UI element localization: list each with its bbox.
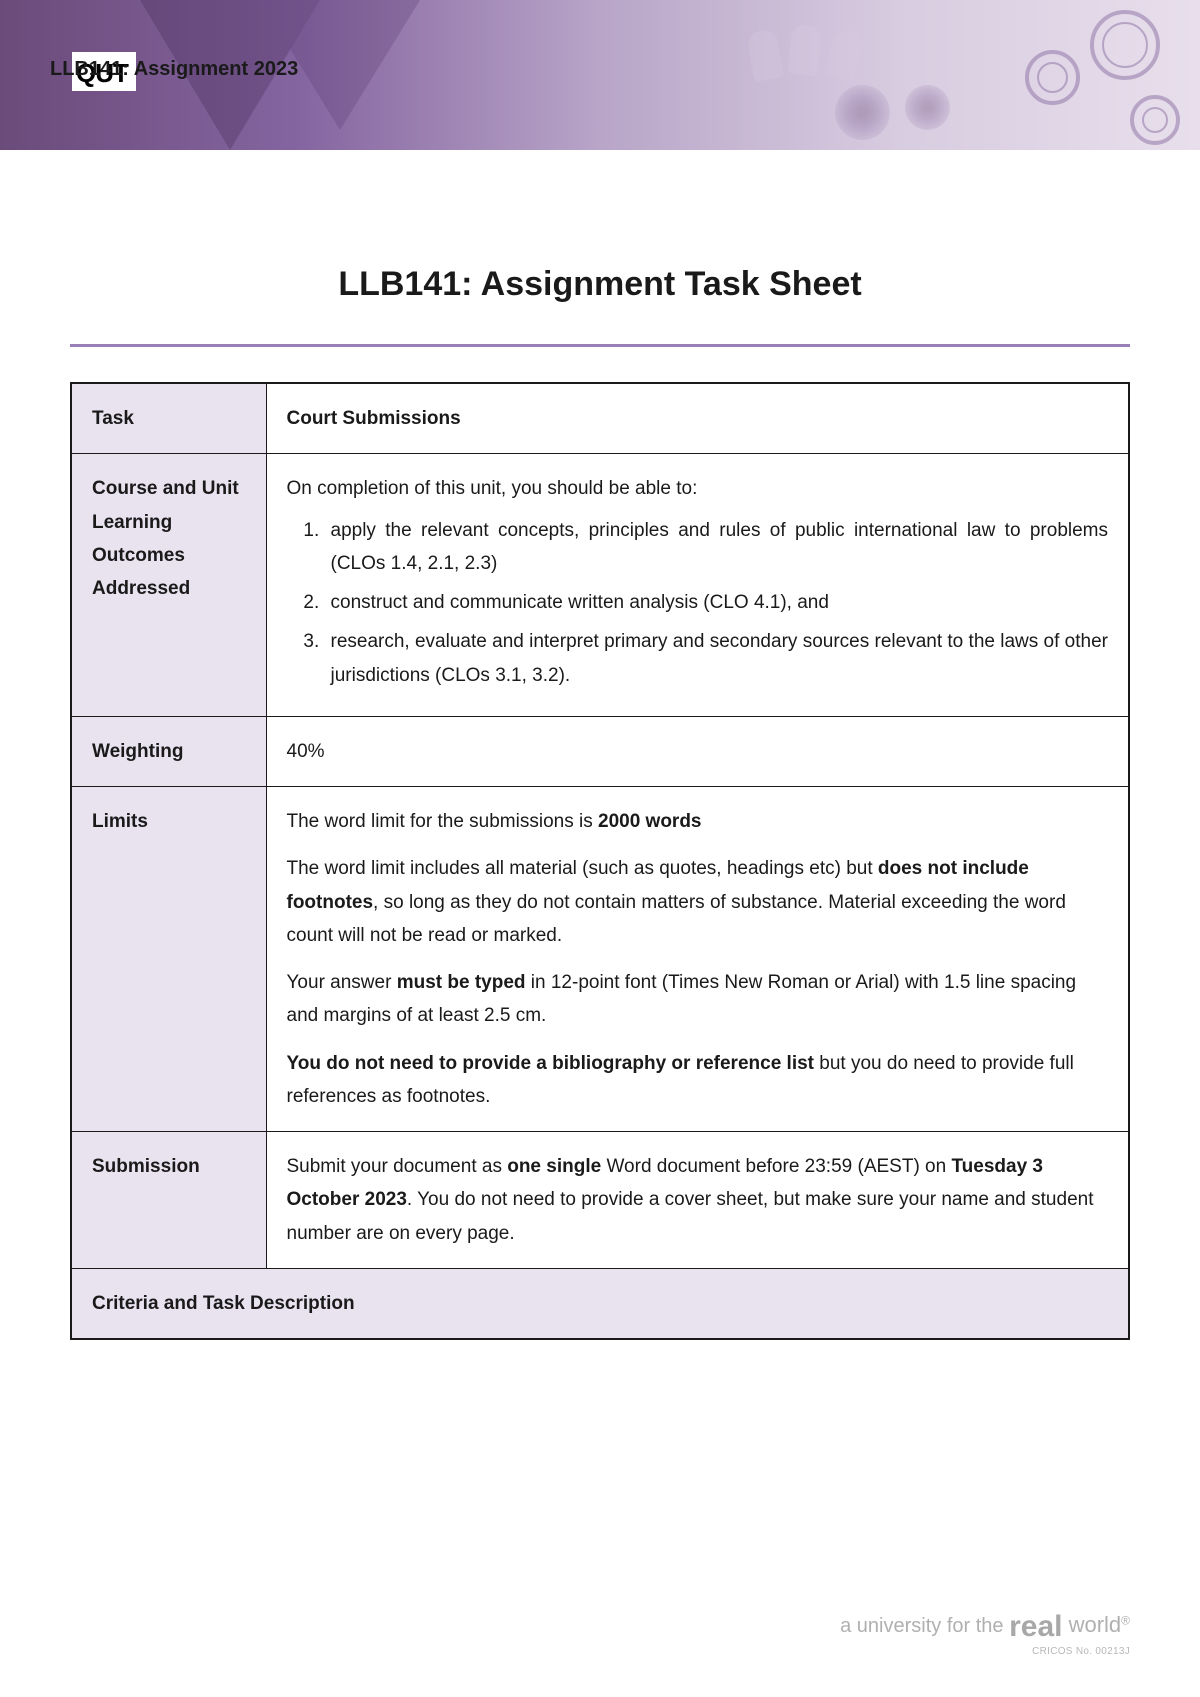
table-row-task: Task Court Submissions [71, 383, 1129, 454]
label-criteria: Criteria and Task Description [71, 1268, 1129, 1339]
value-submission: Submit your document as one single Word … [266, 1132, 1129, 1269]
task-sheet-table: Task Court Submissions Course and Unit L… [70, 382, 1130, 1340]
value-limits: The word limit for the submissions is 20… [266, 787, 1129, 1132]
table-row-outcomes: Course and Unit Learning Outcomes Addres… [71, 454, 1129, 717]
table-row-submission: Submission Submit your document as one s… [71, 1132, 1129, 1269]
outcome-item-1: apply the relevant concepts, principles … [325, 514, 1109, 581]
value-weighting: 40% [266, 716, 1129, 786]
limits-p3: Your answer must be typed in 12-point fo… [287, 966, 1109, 1033]
page-footer: a university for the real world® CRICOS … [840, 1610, 1130, 1657]
table-row-weighting: Weighting 40% [71, 716, 1129, 786]
label-submission: Submission [71, 1132, 266, 1269]
table-row-limits: Limits The word limit for the submission… [71, 787, 1129, 1132]
banner-header: LLB141: Assignment 2023 QUT [0, 0, 1200, 150]
outcomes-list: apply the relevant concepts, principles … [287, 514, 1109, 692]
outcome-item-3: research, evaluate and interpret primary… [325, 625, 1109, 692]
outcomes-intro: On completion of this unit, you should b… [287, 472, 1109, 505]
value-outcomes: On completion of this unit, you should b… [266, 454, 1129, 717]
label-weighting: Weighting [71, 716, 266, 786]
outcome-item-2: construct and communicate written analys… [325, 586, 1109, 619]
label-limits: Limits [71, 787, 266, 1132]
footer-cricos: CRICOS No. 00213J [840, 1646, 1130, 1657]
header-overlay-text: LLB141: Assignment 2023 [50, 58, 298, 81]
value-task: Court Submissions [266, 383, 1129, 454]
title-underline [70, 344, 1130, 347]
page-title: LLB141: Assignment Task Sheet [0, 265, 1200, 304]
limits-p1: The word limit for the submissions is 20… [287, 805, 1109, 838]
label-outcomes: Course and Unit Learning Outcomes Addres… [71, 454, 266, 717]
limits-p4: You do not need to provide a bibliograph… [287, 1047, 1109, 1114]
table-row-criteria: Criteria and Task Description [71, 1268, 1129, 1339]
limits-p2: The word limit includes all material (su… [287, 852, 1109, 952]
footer-tagline: a university for the real world® [840, 1610, 1130, 1644]
label-task: Task [71, 383, 266, 454]
